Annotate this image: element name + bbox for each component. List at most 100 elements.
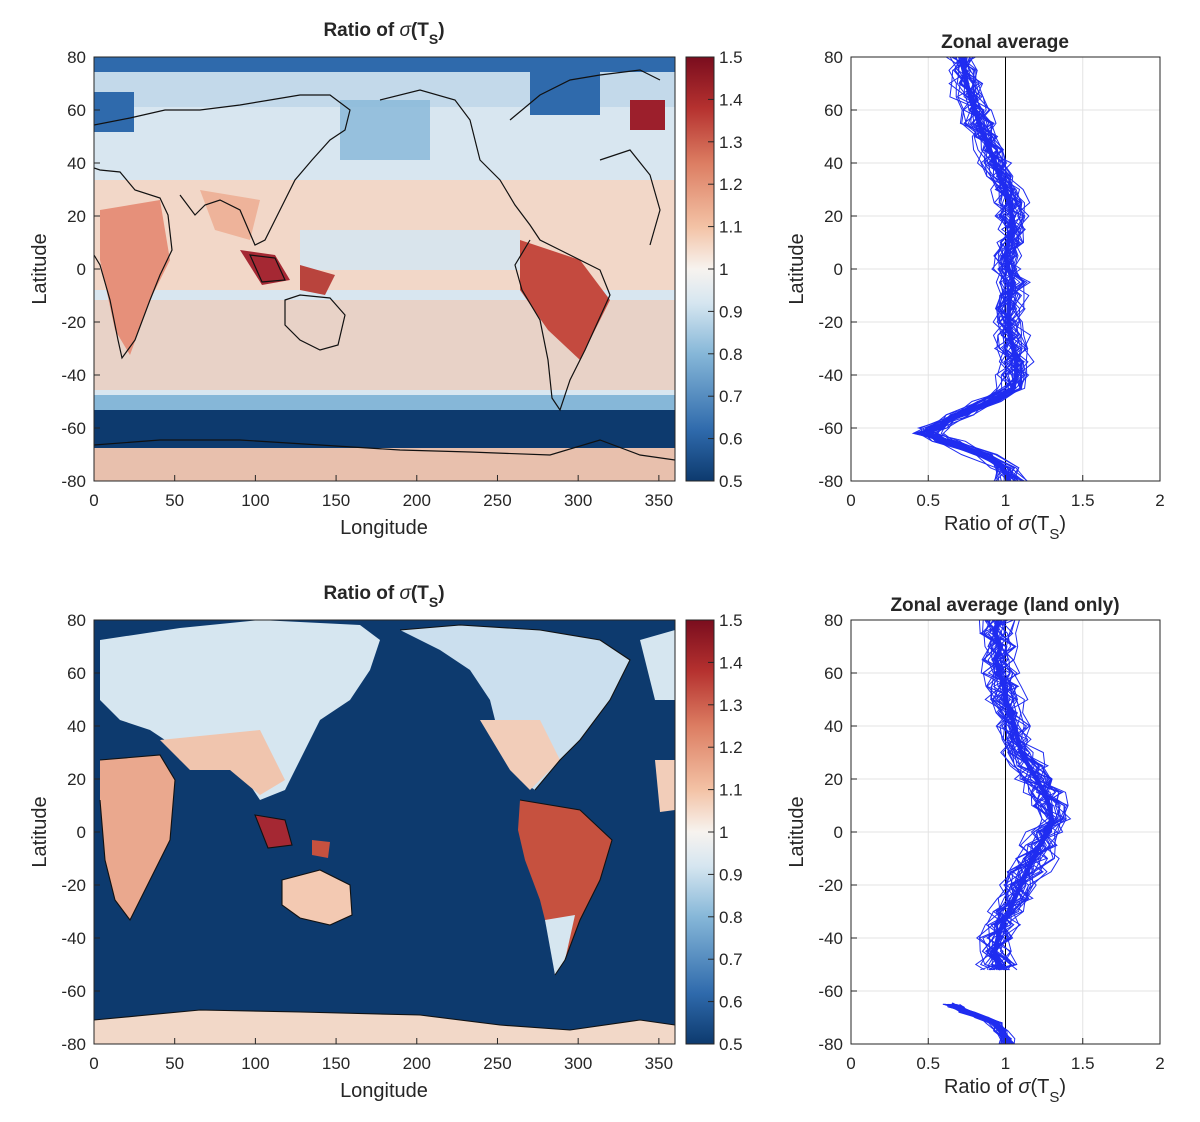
- colorbar-top-tick-label: 1.2: [719, 175, 743, 194]
- colorbar-bottom-tick-label: 1.1: [719, 781, 743, 800]
- colorbar-top-tick-label: 1: [719, 260, 728, 279]
- zonal-top-xtick-label: 0.5: [916, 491, 940, 510]
- map-bottom-ytick-label: 20: [67, 770, 86, 789]
- colorbar-bottom: 1.5 1.4 1.3 1.2 1.1 1 0.9 0.8 0.7 0.6 0.5: [685, 611, 743, 1054]
- colorbar-top-tick-label: 0.8: [719, 345, 743, 364]
- zonal-bottom-xlabel: Ratio of σ(TS): [944, 1076, 1066, 1106]
- colorbar-top-tick-label: 0.6: [719, 430, 743, 449]
- map-bottom-ytick-label: 60: [67, 664, 86, 683]
- zonal-top-ytick-label: 0: [834, 260, 843, 279]
- map-top-ytick-label: 80: [67, 48, 86, 67]
- zonal-bottom-xtick-label: 1.5: [1071, 1054, 1095, 1073]
- zonal-top-ensemble-line: [923, 57, 1021, 481]
- zonal-top-ytick-label: 60: [824, 101, 843, 120]
- zonal-top: 0 0.5 1 1.5 2 80 60 40 20 0 -20 -40 -60 -80: [818, 48, 1164, 510]
- map-top-xtick-label: 350: [645, 491, 673, 510]
- map-bottom-ytick-label: -40: [61, 929, 86, 948]
- zonal-top-xtick-label: 0: [846, 491, 855, 510]
- zonal-top-ytick-label: -60: [818, 419, 843, 438]
- colorbar-bottom-tick-label: 0.5: [719, 1035, 743, 1054]
- zonal-bottom-ensemble-line: [974, 620, 1053, 971]
- zonal-top-xlabel: Ratio of σ(TS): [944, 513, 1066, 543]
- map-top-ytick-label: -20: [61, 313, 86, 332]
- colorbar-top-tick-label: 0.7: [719, 387, 743, 406]
- map-bottom: 0 50 100 150 200 250 300 350806040200-20-40-60-…: [61, 611, 676, 1073]
- zonal-top-xtick-label: 2: [1155, 491, 1164, 510]
- colorbar-bottom-tick-label: 1.3: [719, 696, 743, 715]
- map-top-ytick-label: 20: [67, 207, 86, 226]
- map-top-title: Ratio of σ(TS): [323, 20, 444, 47]
- zonal-top-title: Zonal average: [941, 32, 1069, 53]
- zonal-bottom-ytick-label: -40: [818, 929, 843, 948]
- colorbar-top: 1.5 1.4 1.3 1.2 1.1 1 0.9 0.8 0.7 0.6 0.5: [685, 48, 743, 491]
- map-bottom-ytick-label: -60: [61, 982, 86, 1001]
- map-top-xtick-label: 150: [322, 491, 350, 510]
- colorbar-bottom-tick-label: 0.8: [719, 908, 743, 927]
- zonal-top-ytick-label: -40: [818, 366, 843, 385]
- zonal-top-xtick-label: 1.5: [1071, 491, 1095, 510]
- map-bottom-field: [94, 620, 675, 1044]
- map-bottom-title: Ratio of σ(TS): [323, 583, 444, 610]
- map-top-ytick-label: -60: [61, 419, 86, 438]
- map-top-xtick-label: 250: [483, 491, 511, 510]
- zonal-bottom: 0 0.5 1 1.5 2 80 60 40 20 0 -20 -40 -60 -80: [818, 611, 1164, 1073]
- zonal-bottom-ylabel: Latitude: [786, 796, 808, 867]
- colorbar-bottom-tick-label: 0.9: [719, 865, 743, 884]
- map-top-xtick-label: 0: [89, 491, 98, 510]
- map-bottom-xtick-label: 100: [241, 1054, 269, 1073]
- colorbar-bottom-tick-label: 1.5: [719, 611, 743, 630]
- zonal-top-ytick-label: 20: [824, 207, 843, 226]
- map-bottom-ytick-label: -20: [61, 876, 86, 895]
- map-top-ylabel: Latitude: [29, 233, 51, 304]
- map-bottom-ytick-label: 40: [67, 717, 86, 736]
- map-top-field: [94, 57, 675, 481]
- colorbar-bottom-tick-label: 1.2: [719, 738, 743, 757]
- map-top-xtick-label: 50: [165, 491, 184, 510]
- map-top-xtick-label: 300: [564, 491, 592, 510]
- zonal-bottom-ytick-label: -20: [818, 876, 843, 895]
- map-top-ytick-label: 60: [67, 101, 86, 120]
- map-top-ytick-label: -40: [61, 366, 86, 385]
- map-top: 0 50 100 150 200 250 300 350806040200-20-40-60-…: [61, 48, 676, 510]
- zonal-top-mean-line: [926, 57, 1019, 481]
- colorbar-bottom-tick-label: 1: [719, 823, 728, 842]
- zonal-bottom-ytick-label: 20: [824, 770, 843, 789]
- zonal-top-ytick-label: 80: [824, 48, 843, 67]
- map-bottom-ylabel: Latitude: [29, 796, 51, 867]
- map-bottom-xtick-label: 300: [564, 1054, 592, 1073]
- map-bottom-xtick-label: 0: [89, 1054, 98, 1073]
- colorbar-top-tick-label: 1.4: [719, 90, 743, 109]
- map-bottom-xtick-label: 200: [403, 1054, 431, 1073]
- coastlines-top: [94, 69, 675, 461]
- zonal-bottom-mean-line: [992, 620, 1055, 971]
- zonal-bottom-xtick-label: 0: [846, 1054, 855, 1073]
- colorbar-top-tick-label: 1.5: [719, 48, 743, 67]
- map-bottom-xtick-label: 250: [483, 1054, 511, 1073]
- colorbar-bottom-tick-label: 0.6: [719, 993, 743, 1012]
- map-top-ytick-label: 0: [77, 260, 86, 279]
- zonal-bottom-ytick-label: 40: [824, 717, 843, 736]
- colorbar-bottom-tick-label: 0.7: [719, 950, 743, 969]
- zonal-bottom-xtick-label: 2: [1155, 1054, 1164, 1073]
- map-bottom-xlabel: Longitude: [340, 1080, 428, 1102]
- zonal-bottom-ytick-label: 60: [824, 664, 843, 683]
- zonal-bottom-xtick-label: 0.5: [916, 1054, 940, 1073]
- map-bottom-ytick-label: 0: [77, 823, 86, 842]
- zonal-bottom-title: Zonal average (land only): [890, 595, 1119, 616]
- zonal-bottom-ensemble-line: [986, 620, 1065, 971]
- zonal-bottom-ytick-label: 0: [834, 823, 843, 842]
- zonal-bottom-ytick-label: -60: [818, 982, 843, 1001]
- map-top-ytick-label: 40: [67, 154, 86, 173]
- zonal-bottom-ytick-label: 80: [824, 611, 843, 630]
- map-bottom-ytick-label: -80: [61, 1035, 86, 1054]
- coastlines-bottom: [94, 624, 675, 1031]
- zonal-top-ytick-label: 40: [824, 154, 843, 173]
- colorbar-top-tick-label: 1.3: [719, 133, 743, 152]
- map-bottom-xtick-label: 150: [322, 1054, 350, 1073]
- map-top-xtick-label: 200: [403, 491, 431, 510]
- map-bottom-xtick-label: 50: [165, 1054, 184, 1073]
- zonal-bottom-xtick-label: 1: [1001, 1054, 1010, 1073]
- colorbar-top-tick-label: 0.9: [719, 302, 743, 321]
- zonal-top-ytick-label: -20: [818, 313, 843, 332]
